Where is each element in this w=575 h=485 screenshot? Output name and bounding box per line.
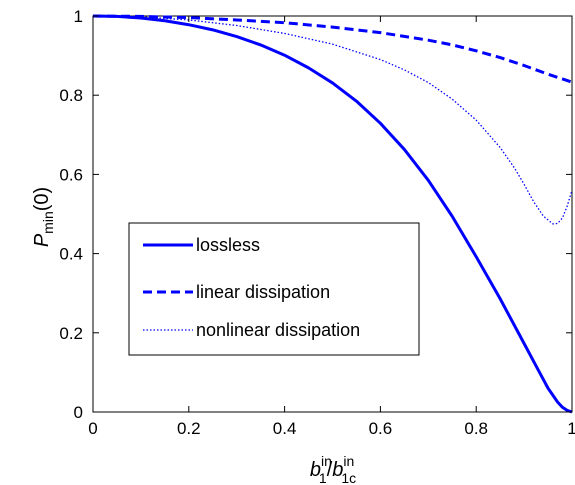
legend-label-lossless: lossless <box>196 235 260 255</box>
y-axis-label-sub: min <box>40 211 56 234</box>
x-tick-label: 0.6 <box>369 419 393 438</box>
x-axis-label: bin 1/bin 1c <box>310 453 356 485</box>
series-line-nonlinear-dissipation <box>92 15 573 225</box>
x-axis-label-sub1: 1 <box>319 470 327 485</box>
legend-label-linear: linear dissipation <box>196 282 330 302</box>
series-layer <box>92 14 573 414</box>
x-tick-label: 0.8 <box>464 419 488 438</box>
plot-frame <box>92 15 573 413</box>
x-tick-label: 1 <box>567 419 575 438</box>
x-tick-label: 0 <box>88 419 97 438</box>
plot-area-border <box>92 15 573 413</box>
y-tick-label: 0.6 <box>59 165 83 184</box>
x-tick-label: 0.4 <box>273 419 297 438</box>
series-line-lossless <box>92 14 573 414</box>
y-tick-label: 0.2 <box>59 324 83 343</box>
x-tick-label: 0.2 <box>177 419 201 438</box>
legend-label-nonlinear: nonlinear dissipation <box>196 320 360 340</box>
legend: lossless linear dissipation nonlinear di… <box>128 222 420 356</box>
x-axis-label-slash: / <box>327 459 333 481</box>
y-axis-label-base: P <box>31 233 53 247</box>
x-axis-label-base2: b <box>332 459 343 481</box>
tick-layer: 0 0.2 0.4 0.6 0.8 1 0 0.2 0.4 0.6 0.8 1 <box>59 7 575 438</box>
y-tick-label: 0 <box>74 403 83 422</box>
y-axis-label-arg: (0) <box>31 187 53 211</box>
y-tick-label: 0.4 <box>59 245 83 264</box>
x-axis-label-sup1: in <box>321 453 332 469</box>
x-axis-label-sup2: in <box>343 453 354 469</box>
y-tick-label: 0.8 <box>59 86 83 105</box>
series-line-linear-dissipation <box>92 14 573 84</box>
y-axis-label: Pmin(0) <box>31 187 56 247</box>
x-axis-label-sub2: 1c <box>341 470 356 485</box>
y-tick-label: 1 <box>74 7 83 26</box>
x-axis-label-base1: b <box>310 459 321 481</box>
